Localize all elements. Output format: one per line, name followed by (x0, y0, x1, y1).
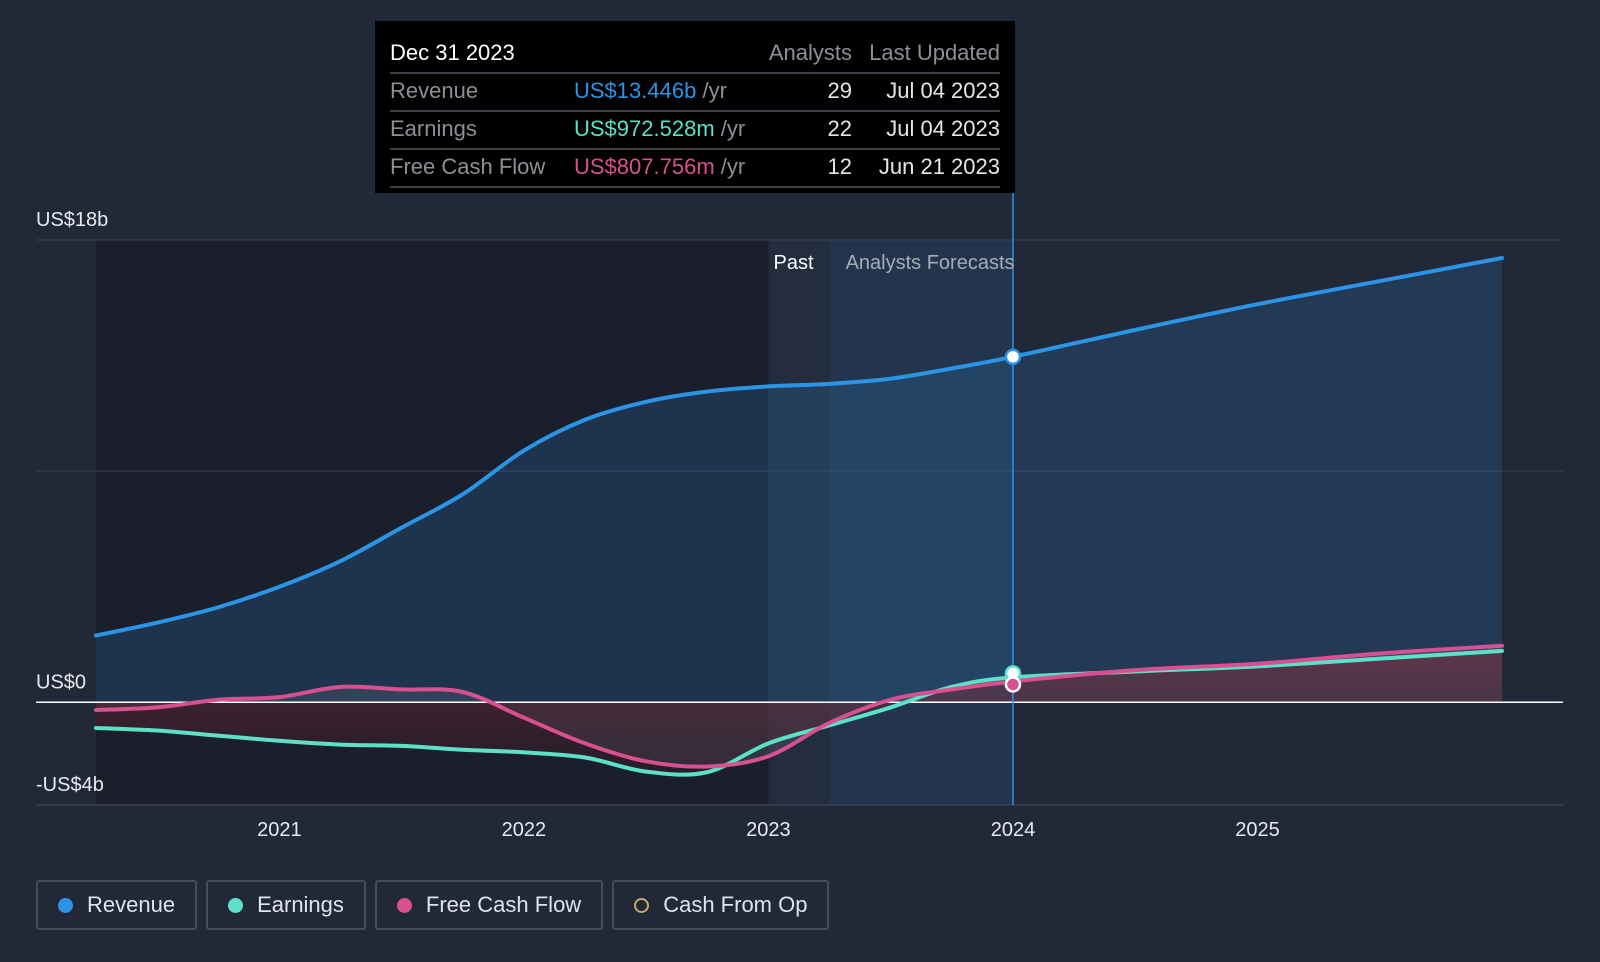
tooltip-row-unit: /yr (720, 154, 746, 179)
data-tooltip: Dec 31 2023 Analysts Last Updated Revenu… (375, 21, 1015, 193)
free-cash-flow-marker (1004, 676, 1022, 693)
tooltip-row-value: US$972.528m (574, 116, 715, 141)
tooltip-row-updated: Jul 04 2023 (886, 116, 1000, 141)
tooltip-row-value: US$13.446b (574, 78, 697, 103)
tooltip-row-updated: Jul 04 2023 (886, 78, 1000, 103)
tooltip-row-analysts: 22 (827, 116, 852, 141)
tooltip-row-label: Free Cash Flow (390, 154, 546, 179)
y-tick-label: -US$4b (36, 774, 104, 796)
earnings-area (96, 650, 1502, 775)
legend-label: Revenue (87, 892, 176, 917)
tooltip-row-label: Earnings (390, 116, 477, 141)
legend-label: Earnings (257, 892, 344, 917)
tooltip-col-updated: Last Updated (869, 40, 1000, 65)
forecast-label: Analysts Forecasts (846, 252, 1015, 274)
tooltip-row-updated: Jun 21 2023 (878, 154, 1000, 179)
x-tick-label: 2023 (746, 819, 791, 841)
tooltip-row-free-cash-flow: Free Cash Flow US$807.756m /yr 12 Jun 21… (390, 150, 1000, 188)
x-tick-label: 2021 (257, 819, 302, 841)
x-tick-label: 2024 (991, 819, 1036, 841)
legend-earnings-button[interactable]: Earnings (206, 880, 366, 930)
free-cash-flow-line (94, 643, 1504, 769)
legend-free-cash-flow-button[interactable]: Free Cash Flow (374, 880, 604, 930)
tooltip-date: Dec 31 2023 (390, 40, 515, 65)
tooltip-row-value-wrap: US$13.446b /yr (574, 74, 727, 108)
legend-label: Cash From Op (663, 892, 808, 917)
tooltip-row-unit: /yr (720, 116, 746, 141)
x-tick-label: 2022 (502, 819, 547, 841)
chart-legend: Revenue Earnings Free Cash Flow Cash Fro… (36, 880, 830, 930)
revenue-marker (1004, 348, 1022, 366)
past-label: Past (774, 252, 814, 274)
tooltip-row-label: Revenue (390, 78, 479, 103)
x-tick-label: 2025 (1235, 819, 1280, 841)
y-tick-label: US$0 (36, 671, 86, 693)
legend-cash-from-op-button[interactable]: Cash From Op (612, 880, 830, 930)
tooltip-row-earnings: Earnings US$972.528m /yr 22 Jul 04 2023 (390, 112, 1000, 150)
tooltip-row-unit: /yr (702, 78, 727, 103)
earnings-dot-icon (228, 897, 244, 913)
revenue-line (94, 255, 1504, 638)
tooltip-row-value: US$807.756m (574, 154, 715, 179)
tooltip-header: Dec 31 2023 Analysts Last Updated (390, 36, 1000, 74)
y-tick-label: US$18b (36, 209, 108, 231)
tooltip-row-analysts: 12 (827, 154, 852, 179)
free-cash-flow-dot-icon (396, 897, 412, 913)
tooltip-row-analysts: 29 (827, 78, 852, 103)
revenue-area (96, 257, 1502, 703)
revenue-dot-icon (58, 897, 73, 913)
legend-revenue-button[interactable]: Revenue (36, 880, 198, 930)
tooltip-col-analysts: Analysts (768, 40, 852, 65)
tooltip-row-value-wrap: US$807.756m /yr (574, 150, 745, 184)
tooltip-row-value-wrap: US$972.528m /yr (574, 112, 745, 146)
legend-label: Free Cash Flow (425, 892, 582, 917)
cash-from-op-ring-icon (634, 897, 650, 913)
tooltip-row-revenue: Revenue US$13.446b /yr 29 Jul 04 2023 (390, 74, 1000, 112)
